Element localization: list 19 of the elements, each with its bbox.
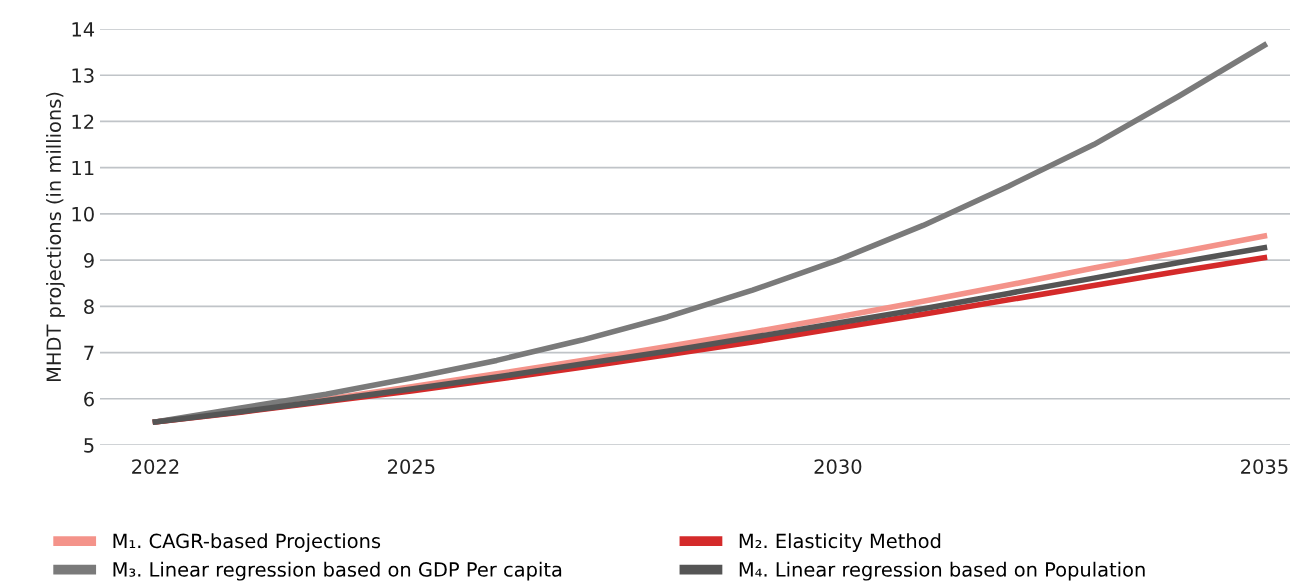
y-tick-label: 7 <box>84 345 94 360</box>
x-tick-label: 2035 <box>1241 459 1288 474</box>
x-tick-label: 2022 <box>132 459 179 474</box>
legend-label: M₄. Linear regression based on Population <box>739 561 1145 581</box>
y-tick-label: 12 <box>72 114 94 129</box>
x-tick-label: 2025 <box>388 459 435 474</box>
y-tick-label: 14 <box>72 22 95 37</box>
y-tick-label: 9 <box>83 253 94 268</box>
y-tick-label: 13 <box>72 68 94 83</box>
legend-label: M₃. Linear regression based on GDP Per capita <box>113 561 562 581</box>
y-tick-label: 5 <box>84 438 94 453</box>
legend-label: M₂. Elasticity Method <box>739 533 941 553</box>
y-tick-label: 6 <box>84 391 94 407</box>
y-tick-label: 10 <box>72 206 94 222</box>
y-tick-label: 11 <box>72 160 94 176</box>
y-axis-title: MHDT projections (in millions) <box>46 92 65 381</box>
legend-label: M₁. CAGR-based Projections <box>113 533 381 553</box>
y-tick-label: 8 <box>84 299 94 314</box>
x-tick-label: 2030 <box>814 459 862 474</box>
